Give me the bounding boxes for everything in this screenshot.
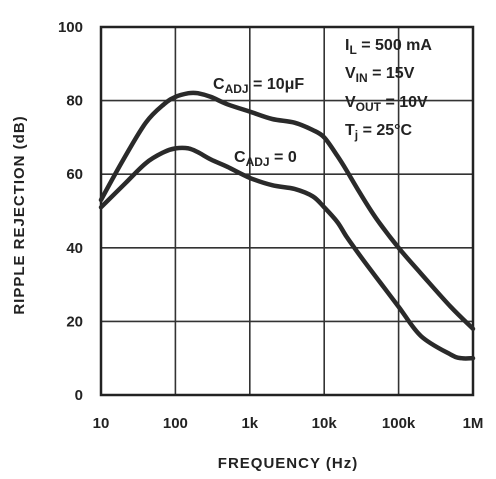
annotation-input-voltage: VIN = 15V: [345, 65, 415, 85]
y-tick-label: 20: [66, 313, 83, 330]
annotation-load-current: IL = 500 mA: [345, 37, 432, 57]
series-label-cadj-0: CADJ = 0: [234, 149, 297, 169]
y-axis-label: RIPPLE REJECTION (dB): [11, 115, 28, 314]
annotation-junction-temp: Tj = 25°C: [345, 122, 413, 142]
x-tick-label: 100: [163, 415, 188, 432]
x-tick-label: 10: [93, 415, 110, 432]
series-line-cadj-10uf: [98, 90, 476, 332]
x-tick-labels: 10 100 1k 10k 100k 1M: [93, 415, 484, 432]
annotation-output-voltage: VOUT = 10V: [345, 94, 428, 114]
x-tick-label: 1k: [241, 415, 258, 432]
y-tick-label: 0: [75, 387, 83, 404]
series-line-cadj-0: [98, 145, 476, 361]
y-tick-label: 40: [66, 240, 83, 257]
y-tick-label: 60: [66, 166, 83, 183]
y-tick-label: 100: [58, 19, 83, 36]
x-tick-label: 10k: [312, 415, 338, 432]
series-group: [98, 90, 476, 361]
plot-frame: [99, 25, 475, 397]
y-tick-labels: 0 20 40 60 80 100: [58, 19, 83, 404]
x-axis-label: FREQUENCY (Hz): [218, 455, 358, 472]
x-tick-label: 100k: [382, 415, 416, 432]
x-tick-label: 1M: [463, 415, 484, 432]
y-tick-label: 80: [66, 93, 83, 110]
series-label-cadj-10uf: CADJ = 10μF: [213, 76, 304, 96]
